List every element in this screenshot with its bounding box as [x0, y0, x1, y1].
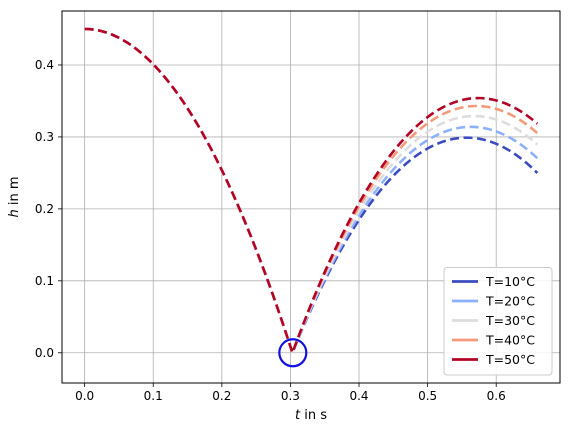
impact-marker	[278, 338, 308, 368]
y-tick-label: 0.2	[35, 202, 54, 216]
x-tick-label: 0.0	[75, 389, 94, 403]
legend-box	[443, 267, 553, 376]
series-line	[84, 27, 539, 357]
plot-frame	[61, 10, 561, 384]
x-tick-label: 0.1	[144, 389, 163, 403]
x-tick-label: 0.5	[418, 389, 437, 403]
legend-label: T=10°C	[485, 274, 535, 289]
ticks: 0.0 0.1 0.2 0.3 0.4 0.5 0.6 0.0 0.1 0.2 0.3 0.4	[35, 58, 506, 403]
x-tick-label: 0.4	[349, 389, 368, 403]
x-tick-label: 0.2	[212, 389, 231, 403]
y-tick-label: 0.1	[35, 274, 54, 288]
y-tick-label: 0.0	[35, 346, 54, 360]
legend-label: T=20°C	[485, 294, 535, 309]
x-axis-label: t in s	[295, 408, 327, 423]
y-tick-label: 0.3	[35, 130, 54, 144]
x-tick-label: 0.3	[281, 389, 300, 403]
legend-label: T=40°C	[485, 333, 535, 348]
legend-label: T=30°C	[485, 313, 535, 328]
series-layer	[84, 27, 539, 357]
y-tick-label: 0.4	[35, 58, 54, 72]
grid	[62, 11, 560, 383]
y-axis-label-var: h	[7, 209, 22, 217]
x-tick-label: 0.6	[487, 389, 506, 403]
y-axis-label: h in m	[7, 176, 22, 217]
x-axis-label-unit: in s	[300, 408, 327, 423]
marker-layer	[278, 338, 308, 368]
y-axis-label-unit: in m	[7, 176, 22, 209]
x-axis-label-var: t	[295, 408, 301, 423]
legend: T=10°C T=20°C T=30°C T=40°C T=50°C	[443, 267, 553, 376]
legend-label: T=50°C	[485, 352, 535, 367]
